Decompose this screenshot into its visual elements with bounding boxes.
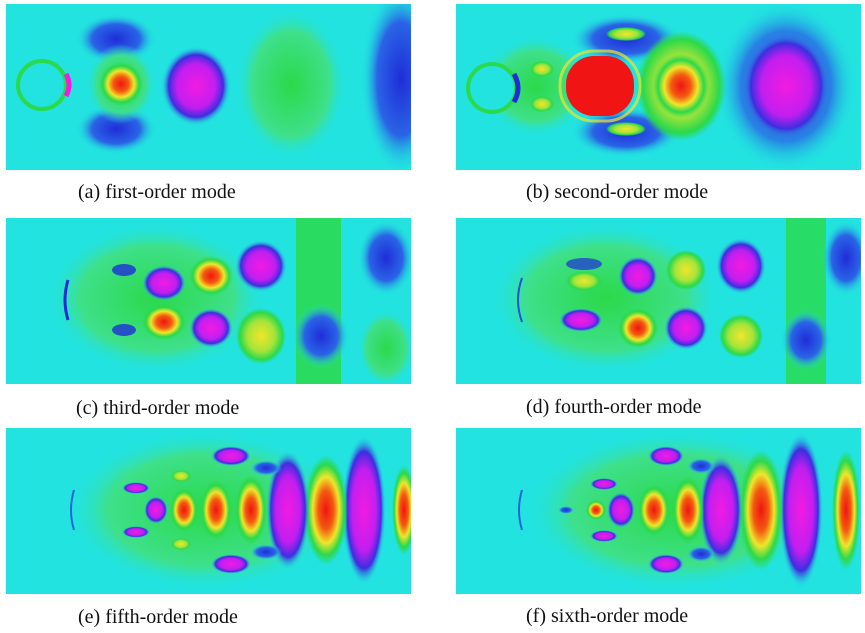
third-order-mode-contour <box>6 218 411 384</box>
fifth-order-mode-contour <box>6 428 411 594</box>
caption-first-order-mode: (a) first-order mode <box>78 181 236 203</box>
caption-second-order-mode: (b) second-order mode <box>526 181 709 203</box>
caption-sixth-order-mode: (f) sixth-order mode <box>526 605 689 627</box>
fourth-order-mode-contour <box>456 218 861 384</box>
first-order-mode-contour <box>6 4 411 170</box>
caption-fifth-order-mode: (e) fifth-order mode <box>78 606 238 628</box>
sixth-order-mode-contour <box>456 428 861 594</box>
second-order-mode-contour <box>456 4 861 170</box>
caption-fourth-order-mode: (d) fourth-order mode <box>526 396 702 418</box>
caption-third-order-mode: (c) third-order mode <box>76 397 240 419</box>
